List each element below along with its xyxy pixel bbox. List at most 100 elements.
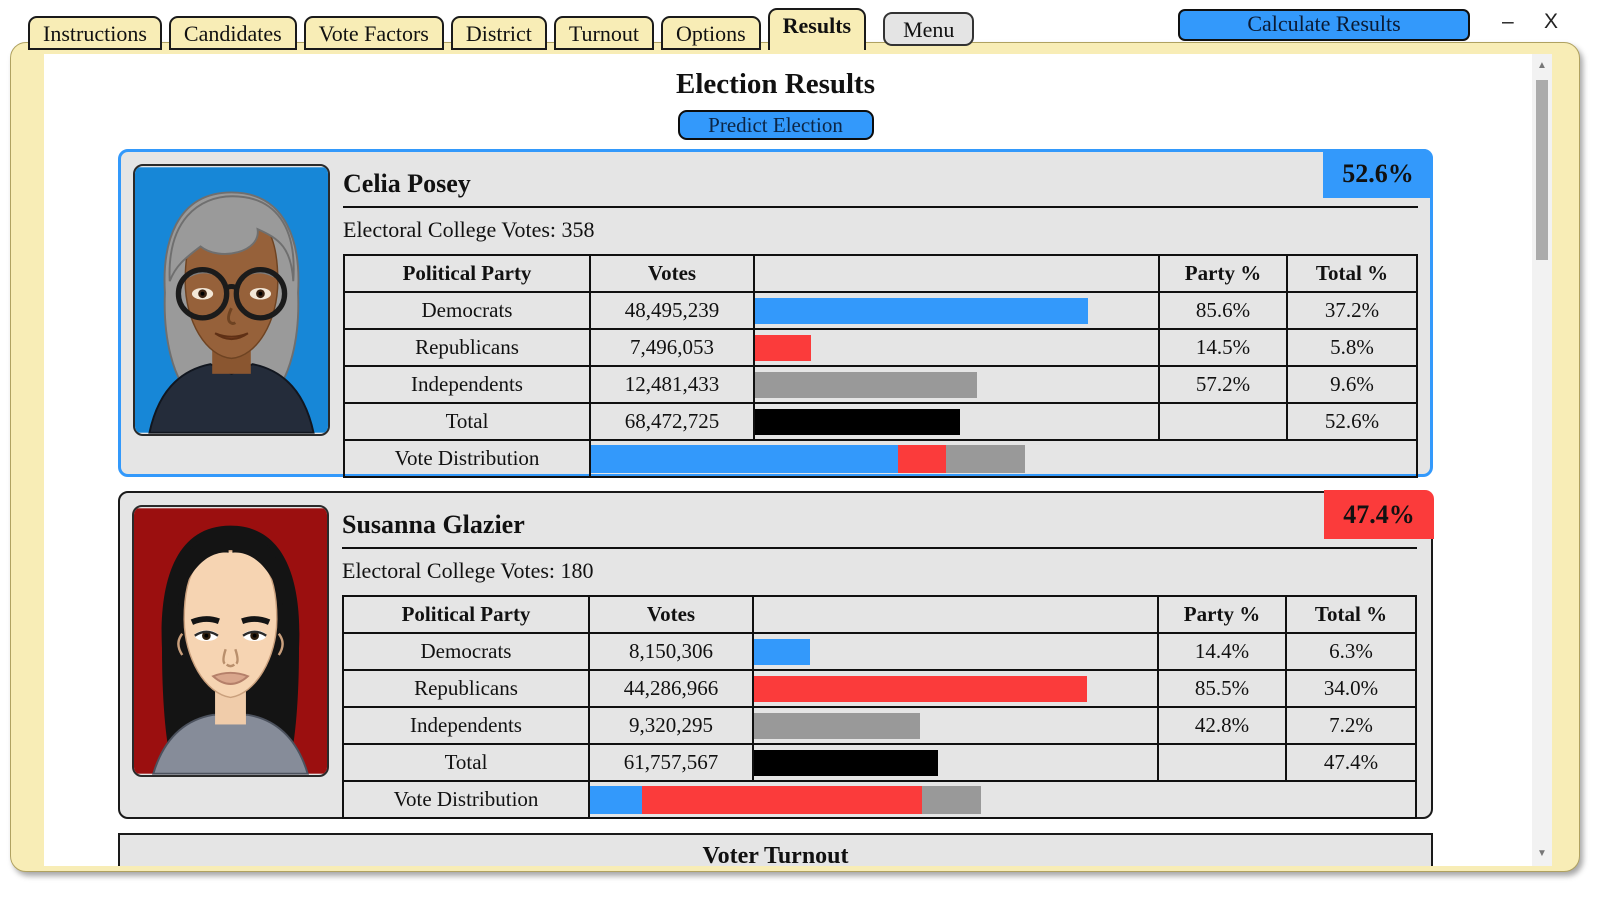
candidate-name: Celia Posey: [343, 169, 471, 198]
scroll-down-icon[interactable]: ▼: [1537, 848, 1547, 859]
menu-button[interactable]: Menu: [883, 12, 975, 46]
party-pct-value: 85.5%: [1157, 669, 1287, 708]
democrats-bar: [756, 297, 1088, 324]
party-pct-value: 14.5%: [1158, 328, 1288, 367]
table-row-independents: Independents 12,481,433 57.2% 9.6%: [343, 365, 1418, 404]
vote-distribution-bar: [592, 444, 1025, 473]
total-votes: 68,472,725: [589, 402, 755, 441]
table-row-total: Total 61,757,567 47.4%: [342, 743, 1417, 782]
close-button[interactable]: X: [1544, 10, 1559, 33]
candidate-portrait: [133, 164, 330, 436]
minimize-button[interactable]: –: [1502, 10, 1514, 33]
celia-posey-avatar-image: [135, 167, 328, 434]
table-row-independents: Independents 9,320,295 42.8% 7.2%: [342, 706, 1417, 745]
tab-turnout[interactable]: Turnout: [553, 16, 654, 50]
header-votes: Votes: [588, 595, 754, 634]
header-total-pct: Total %: [1286, 254, 1418, 293]
calculate-results-button[interactable]: Calculate Results: [1178, 9, 1470, 41]
table-row-democrats: Democrats 8,150,306 14.4% 6.3%: [342, 632, 1417, 671]
header-party-pct: Party %: [1158, 254, 1288, 293]
party-votes: 9,320,295: [588, 706, 754, 745]
party-pct-value: 85.6%: [1158, 291, 1288, 330]
tab-district[interactable]: District: [450, 16, 547, 50]
total-total-pct: 52.6%: [1286, 402, 1418, 441]
distribution-democrats-segment: [592, 444, 899, 473]
electoral-votes-label: Electoral College Votes:: [342, 558, 556, 583]
header-party-pct: Party %: [1157, 595, 1287, 634]
vertical-scrollbar[interactable]: ▲ ▼: [1532, 54, 1552, 866]
tab-instructions[interactable]: Instructions: [28, 16, 162, 50]
total-bar: [755, 749, 939, 776]
total-party-pct: [1158, 402, 1288, 441]
table-row-republicans: Republicans 7,496,053 14.5% 5.8%: [343, 328, 1418, 367]
electoral-votes-value: 358: [561, 217, 595, 242]
total-party-pct: [1157, 743, 1287, 782]
header-votes: Votes: [589, 254, 755, 293]
party-bar-cell: [752, 706, 1159, 745]
total-pct-value: 5.8%: [1286, 328, 1418, 367]
total-total-pct: 47.4%: [1285, 743, 1417, 782]
total-label: Total: [342, 743, 590, 782]
tab-bar: Instructions Candidates Vote Factors Dis…: [28, 8, 975, 50]
header-bar-column: [753, 254, 1160, 293]
overall-percent-badge: 47.4%: [1324, 490, 1434, 539]
table-row-republicans: Republicans 44,286,966 85.5% 34.0%: [342, 669, 1417, 708]
total-bar-cell: [753, 402, 1160, 441]
total-pct-value: 7.2%: [1285, 706, 1417, 745]
party-votes: 7,496,053: [589, 328, 755, 367]
distribution-democrats-segment: [591, 785, 642, 814]
table-row-democrats: Democrats 48,495,239 85.6% 37.2%: [343, 291, 1418, 330]
tab-candidates[interactable]: Candidates: [168, 16, 297, 50]
party-pct-value: 57.2%: [1158, 365, 1288, 404]
party-bar-cell: [753, 365, 1160, 404]
tab-vote-factors[interactable]: Vote Factors: [303, 16, 444, 50]
total-bar-cell: [752, 743, 1159, 782]
total-pct-value: 37.2%: [1286, 291, 1418, 330]
candidate-card-susanna-glazier: 47.4%: [118, 490, 1434, 819]
results-table: Political Party Votes Party % Total % De…: [343, 254, 1418, 478]
party-pct-value: 42.8%: [1157, 706, 1287, 745]
page-title: Election Results: [676, 68, 875, 100]
electoral-votes-line: Electoral College Votes: 180: [342, 558, 1417, 590]
vote-distribution-bar: [591, 785, 982, 814]
independents-bar: [755, 712, 921, 739]
total-pct-value: 9.6%: [1286, 365, 1418, 404]
electoral-votes-line: Electoral College Votes: 358: [343, 217, 1418, 249]
party-name: Independents: [343, 365, 591, 404]
party-votes: 8,150,306: [588, 632, 754, 671]
total-pct-value: 34.0%: [1285, 669, 1417, 708]
table-row-vote-distribution: Vote Distribution: [343, 439, 1418, 478]
party-pct-value: 14.4%: [1157, 632, 1287, 671]
candidate-details: Susanna Glazier Electoral College Votes:…: [342, 503, 1417, 819]
results-panel: Election Results Predict Election 52.6%: [44, 54, 1532, 866]
vote-distribution-cell: [588, 780, 1417, 819]
table-row-vote-distribution: Vote Distribution: [342, 780, 1417, 819]
table-row-total: Total 68,472,725 52.6%: [343, 402, 1418, 441]
republicans-bar: [755, 675, 1087, 702]
party-votes: 44,286,966: [588, 669, 754, 708]
party-name: Democrats: [342, 632, 590, 671]
party-votes: 48,495,239: [589, 291, 755, 330]
party-name: Democrats: [343, 291, 591, 330]
distribution-republicans-segment: [641, 785, 922, 814]
results-table: Political Party Votes Party % Total % De…: [342, 595, 1417, 819]
party-bar-cell: [752, 669, 1159, 708]
vote-distribution-label: Vote Distribution: [342, 780, 590, 819]
susanna-glazier-avatar-image: [134, 508, 327, 775]
tab-results[interactable]: Results: [767, 8, 867, 50]
candidate-details: Celia Posey Electoral College Votes: 358…: [343, 162, 1418, 478]
header-total-pct: Total %: [1285, 595, 1417, 634]
party-name: Independents: [342, 706, 590, 745]
predict-election-button[interactable]: Predict Election: [677, 110, 874, 140]
table-header-row: Political Party Votes Party % Total %: [343, 254, 1418, 293]
header-political-party: Political Party: [342, 595, 590, 634]
scrollbar-thumb[interactable]: [1536, 80, 1548, 260]
tab-options[interactable]: Options: [660, 16, 761, 50]
party-name: Republicans: [342, 669, 590, 708]
distribution-republicans-segment: [898, 444, 946, 473]
header-political-party: Political Party: [343, 254, 591, 293]
overall-percent-badge: 52.6%: [1323, 149, 1433, 198]
voter-turnout-section-header: Voter Turnout: [118, 833, 1433, 866]
scroll-up-icon[interactable]: ▲: [1537, 60, 1547, 71]
table-header-row: Political Party Votes Party % Total %: [342, 595, 1417, 634]
